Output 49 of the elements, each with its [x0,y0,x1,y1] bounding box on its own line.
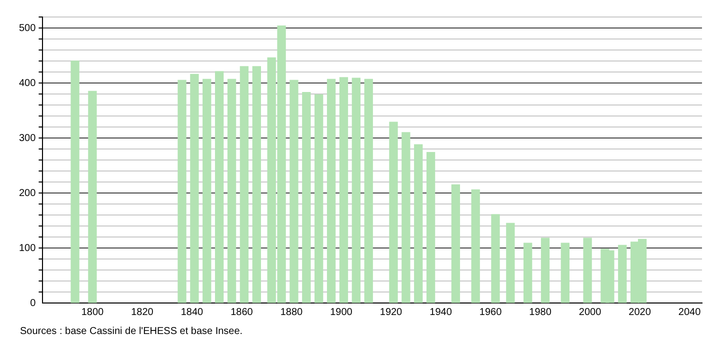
bar [215,71,224,303]
bar [560,242,570,303]
bar [88,90,97,303]
x-tick-label: 1860 [230,306,254,318]
bar [314,94,324,303]
bar [491,214,500,303]
bar [202,78,212,303]
bar [618,244,627,303]
bar [540,238,550,303]
bar [339,77,348,303]
bar [414,144,423,303]
bar [389,122,398,303]
x-tick-label: 1880 [280,306,304,318]
x-tick-label: 1980 [529,306,552,318]
bar [364,78,373,303]
bar [426,152,436,303]
x-tick-label: 2000 [578,306,602,318]
bar [190,74,199,303]
y-tick-label: 200 [18,188,36,199]
x-tick-label: 1940 [430,306,452,318]
x-tick-label: 1960 [479,306,502,318]
source-note: Sources : base Cassini de l'EHESS et base Insee. [20,326,243,337]
bar [524,242,532,303]
x-tick-label: 1840 [180,306,204,318]
bar [70,60,80,303]
bar [583,238,592,303]
x-tick-label: 1920 [380,306,403,318]
bar [451,184,460,303]
bar [506,222,515,303]
bar [326,78,336,303]
y-tick-label: 300 [18,132,36,144]
y-tick-label: 500 [18,22,36,34]
bar [290,80,298,303]
bar [178,80,186,303]
x-tick-label: 1800 [81,306,104,318]
y-tick-label: 0 [30,298,36,309]
bar [402,132,410,303]
bar [302,92,311,303]
bar [240,66,249,303]
bar [252,66,261,303]
bar [471,189,480,303]
bar [227,78,236,303]
y-tick-label: 400 [18,78,36,89]
bar [352,78,360,303]
x-tick-label: 1900 [330,306,353,318]
y-tick-label: 100 [18,242,36,254]
x-tick-label: 2020 [628,306,652,318]
x-tick-label: 1820 [131,306,154,318]
x-tick-label: 2040 [678,306,702,318]
